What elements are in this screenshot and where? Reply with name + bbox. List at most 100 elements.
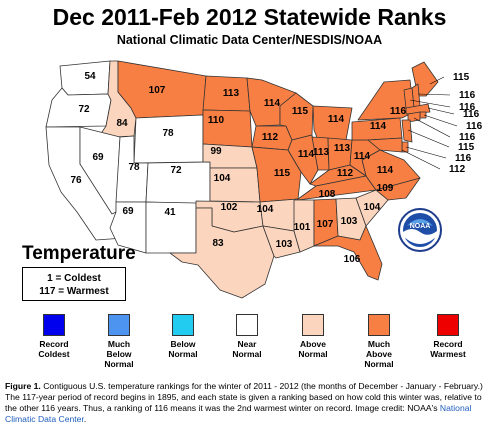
- rank-label-ga: 103: [341, 216, 358, 227]
- legend-swatch: [368, 314, 390, 336]
- legend-label: Above Normal: [278, 339, 348, 359]
- state-nj: [401, 119, 413, 143]
- rank-label-nd: 113: [223, 88, 240, 99]
- rank-label-nj: 115: [458, 142, 475, 153]
- legend-label: Much Below Normal: [84, 339, 154, 369]
- state-md: [367, 137, 403, 153]
- state-ms: [293, 199, 315, 253]
- legend-label-line: Above: [366, 349, 392, 359]
- rank-label-tx: 83: [212, 238, 224, 249]
- us-state-rank-map: 54 72 84 107 78 76 69 78 72 69 41 113 110 99 104 102 83 1…: [45, 60, 483, 299]
- noaa-logo-text: NOAA: [410, 223, 431, 230]
- leader-line-nh: [417, 93, 451, 96]
- rank-label-ne: 99: [210, 146, 222, 157]
- legend-label-line: Near: [237, 339, 257, 349]
- state-nv: [79, 126, 121, 215]
- rank-label-ct: 116: [459, 132, 476, 143]
- map-subtitle: National Climatic Data Center/NESDIS/NOA…: [116, 33, 383, 47]
- legend-swatch: [172, 314, 194, 336]
- legend-label: Below Normal: [148, 339, 218, 359]
- rank-label-nc: 109: [377, 183, 394, 194]
- state-ri: [419, 111, 427, 119]
- legend-label-line: Normal: [104, 359, 134, 369]
- rank-label-in: 113: [313, 147, 330, 158]
- legend-item: Near Normal: [212, 314, 282, 359]
- rank-label-me: 115: [453, 72, 470, 83]
- state-ma: [405, 103, 431, 115]
- rank-label-wi: 115: [292, 106, 309, 117]
- key-warmest: 117 = Warmest: [39, 286, 109, 297]
- caption-end: .: [83, 414, 87, 424]
- leader-line-vt: [409, 99, 451, 108]
- rank-label-al: 107: [317, 219, 334, 230]
- leader-line-me: [429, 76, 445, 85]
- rank-label-mn: 114: [264, 98, 281, 109]
- rank-label-la: 103: [276, 239, 293, 250]
- rank-label-nv: 69: [92, 152, 104, 163]
- legend-label-line: Record: [39, 339, 69, 349]
- leader-line-nj: [407, 129, 450, 148]
- key-coldest: 1 = Coldest: [47, 273, 101, 284]
- leader-line-ri: [423, 114, 458, 127]
- rank-label-ia: 112: [262, 132, 279, 143]
- state-tx: [169, 207, 275, 299]
- leader-line-ct: [413, 117, 451, 138]
- rank-label-mo: 115: [274, 168, 291, 179]
- parameter-label: Temperature: [22, 243, 136, 264]
- rank-label-ks: 104: [214, 173, 231, 184]
- rank-label-de: 116: [455, 153, 472, 164]
- legend-label: Near Normal: [212, 339, 282, 359]
- leader-line-ma: [427, 107, 455, 115]
- rank-label-id: 84: [116, 118, 128, 129]
- rank-label-wy: 78: [162, 128, 174, 139]
- leader-line-de: [405, 146, 447, 159]
- rank-label-va: 114: [377, 165, 394, 176]
- legend-item: Below Normal: [148, 314, 218, 359]
- legend-label-line: Normal: [298, 349, 328, 359]
- legend-label-line: Normal: [364, 359, 394, 369]
- rank-label-wa: 54: [84, 71, 96, 82]
- legend-label-line: Normal: [232, 349, 262, 359]
- ncdc-link[interactable]: National Climatic Data Center: [5, 403, 472, 424]
- legend-label-line: Normal: [168, 349, 198, 359]
- legend-label: Much Above Normal: [344, 339, 414, 369]
- legend-label-line: Record: [433, 339, 463, 349]
- legend-item: Above Normal: [278, 314, 348, 359]
- legend-label-line: Much: [367, 339, 391, 349]
- noaa-logo: NOAA: [398, 208, 442, 257]
- rank-label-fl: 106: [344, 254, 361, 265]
- rank-label-az: 69: [122, 206, 134, 217]
- legend-label-line: Above: [300, 339, 326, 349]
- rank-label-nh: 116: [459, 90, 476, 101]
- rank-label-oh: 113: [334, 143, 351, 154]
- legend-label-line: Warmest: [430, 349, 466, 359]
- rank-key-box: 1 = Coldest 117 = Warmest: [22, 267, 126, 301]
- rank-label-tn: 108: [319, 189, 336, 200]
- legend-item: Record Warmest: [413, 314, 483, 359]
- color-legend: Record Coldest Much Below Normal Below Normal N…: [0, 314, 499, 374]
- state-la: [262, 225, 301, 259]
- rank-label-md: 112: [449, 164, 466, 175]
- rank-label-or: 72: [78, 104, 90, 115]
- rank-label-sd: 110: [208, 115, 225, 126]
- legend-swatch: [108, 314, 130, 336]
- legend-label-line: Below: [106, 349, 132, 359]
- legend-swatch: [302, 314, 324, 336]
- legend-item: Much Below Normal: [84, 314, 154, 369]
- legend-swatch: [437, 314, 459, 336]
- caption-text: Contiguous U.S. temperature rankings for…: [5, 381, 483, 413]
- leader-line-md: [401, 149, 441, 170]
- rank-label-nm: 41: [164, 207, 176, 218]
- map-title: Dec 2011-Feb 2012 Statewide Ranks: [52, 4, 447, 30]
- rank-label-ma: 116: [463, 109, 480, 120]
- rank-label-co: 72: [170, 165, 182, 176]
- legend-label-line: Coldest: [38, 349, 70, 359]
- caption-figure-number: Figure 1.: [5, 381, 41, 391]
- legend-swatch: [236, 314, 258, 336]
- legend-label: Record Coldest: [19, 339, 89, 359]
- state-vt: [403, 87, 415, 109]
- rank-label-ky: 112: [337, 168, 354, 179]
- state-fl: [313, 225, 383, 281]
- state-wy: [133, 114, 204, 164]
- rank-label-sc: 104: [364, 202, 381, 213]
